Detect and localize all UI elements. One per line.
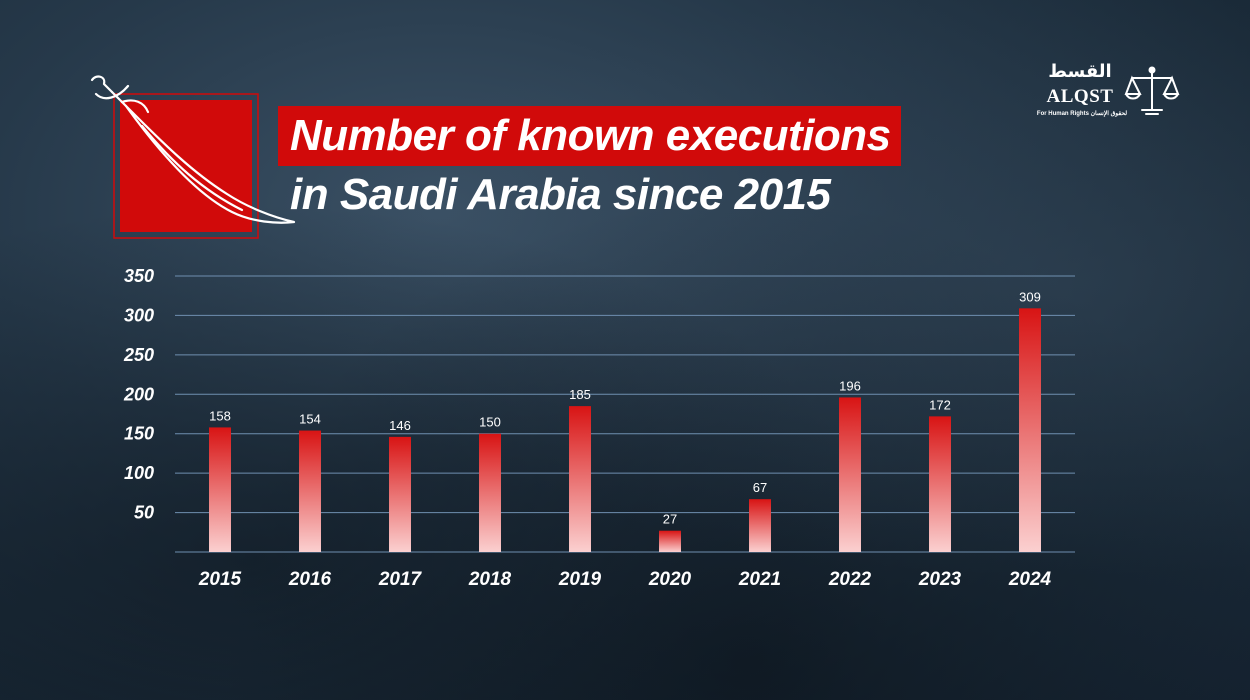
scales-of-justice-icon (1124, 66, 1180, 115)
x-tick-label: 2023 (918, 569, 962, 590)
title-line-2: in Saudi Arabia since 2015 (290, 170, 831, 219)
x-tick-label: 2020 (648, 569, 692, 590)
y-tick-label: 50 (134, 503, 154, 523)
x-tick-label: 2017 (378, 569, 423, 590)
bar-2015 (209, 427, 231, 552)
x-tick-label: 2019 (558, 569, 602, 590)
sword-icon (90, 75, 296, 224)
bar-value-label: 154 (299, 412, 321, 427)
title-line-1: Number of known executions (278, 106, 901, 166)
bar-2024 (1019, 308, 1041, 552)
bar-value-label: 309 (1019, 289, 1041, 304)
y-tick-label: 150 (124, 424, 154, 444)
grid-lines (175, 275, 1075, 553)
x-tick-label: 2024 (1008, 569, 1052, 590)
y-tick-label: 200 (123, 384, 154, 404)
bar-2018 (479, 433, 501, 552)
x-tick-label: 2021 (738, 569, 781, 590)
sword-emblem (90, 75, 296, 239)
bar-2020 (659, 530, 681, 552)
bar-value-label: 185 (569, 387, 591, 402)
x-tick-label: 2015 (198, 569, 242, 590)
y-tick-label: 300 (124, 305, 154, 325)
bar-value-label: 150 (479, 415, 501, 430)
bar-value-label: 196 (839, 378, 861, 393)
bar-2016 (299, 430, 321, 552)
bar-2023 (929, 416, 951, 552)
bar-2021 (749, 499, 771, 552)
x-tick-label: 2016 (288, 569, 332, 590)
bar-value-label: 146 (389, 418, 411, 433)
bar-value-label: 27 (663, 512, 677, 527)
bar-value-label: 172 (929, 397, 951, 412)
y-tick-label: 350 (124, 266, 154, 286)
y-tick-label: 250 (123, 345, 154, 365)
logo-arabic-text: القسط (1048, 61, 1112, 82)
bar-value-label: 158 (209, 408, 231, 423)
emblem-outline (113, 93, 259, 239)
x-axis-ticks: 2015 2016 2017 2018 2019 2020 2021 2022 2023 2024 (198, 569, 1052, 590)
y-tick-label: 100 (124, 463, 154, 483)
bar-2017 (389, 436, 411, 552)
bar-2022 (839, 397, 861, 552)
bar-value-label: 67 (753, 480, 767, 495)
bar-2019 (569, 406, 591, 552)
y-axis-ticks: 50 100 150 200 250 300 350 (123, 266, 154, 523)
logo-latin-text: ALQST (1046, 86, 1114, 107)
x-tick-label: 2022 (828, 569, 872, 590)
logo-tagline: For Human Rights لحقوق الإنسان (1036, 111, 1128, 117)
bars: 158 154 146 150 185 27 67 196 172 309 (209, 289, 1041, 552)
x-tick-label: 2018 (468, 569, 512, 590)
